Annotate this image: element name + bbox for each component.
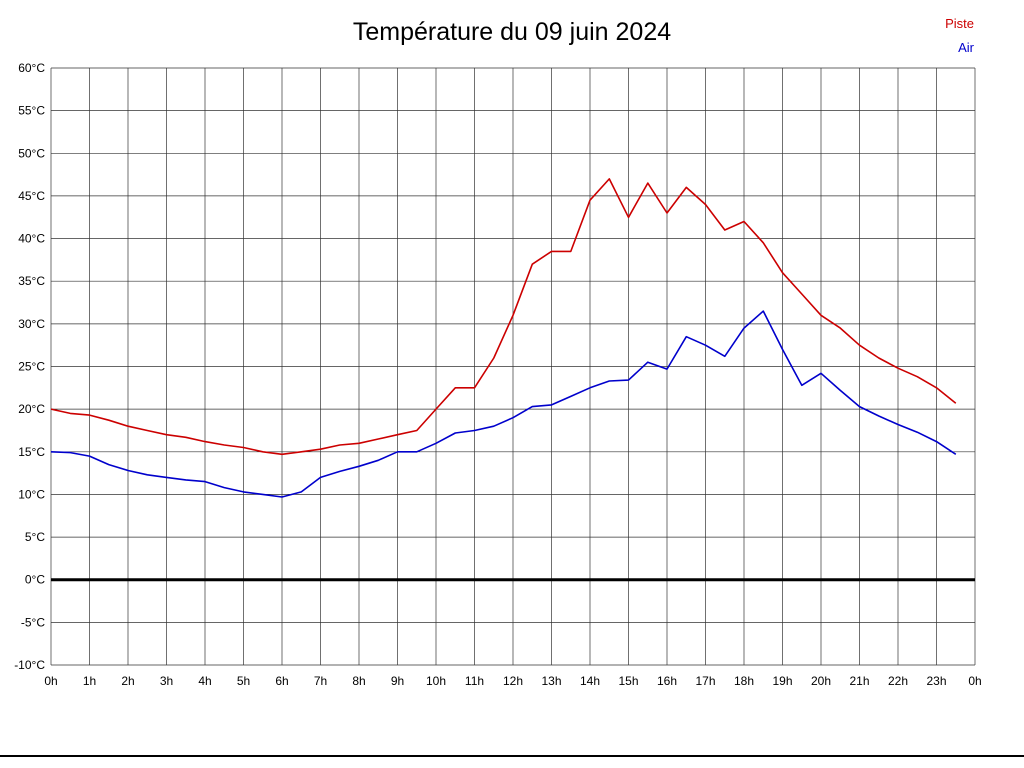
svg-text:4h: 4h [198, 674, 211, 688]
svg-text:55°C: 55°C [18, 104, 45, 118]
svg-text:5°C: 5°C [25, 530, 45, 544]
grid [50, 67, 976, 666]
x-tick-labels: 0h 1h 2h 3h 4h 5h 6h 7h 8h 9h 10h 11h 12h 13h 14h 15h 16… [44, 674, 981, 688]
y-tick-labels: 60°C 55°C 50°C 45°C 40°C 35°C 30°C 25°C 20°C 15°C… [14, 61, 45, 672]
svg-text:0°C: 0°C [25, 573, 45, 587]
svg-text:9h: 9h [391, 674, 404, 688]
series-piste-line [50, 178, 957, 456]
svg-text:12h: 12h [503, 674, 523, 688]
svg-text:0h: 0h [44, 674, 57, 688]
legend-item-air: Air [958, 40, 974, 55]
svg-text:2h: 2h [121, 674, 134, 688]
svg-text:18h: 18h [734, 674, 754, 688]
svg-text:60°C: 60°C [18, 61, 45, 75]
svg-text:25°C: 25°C [18, 360, 45, 374]
chart-legend: Piste Air [945, 12, 974, 60]
svg-text:50°C: 50°C [18, 146, 45, 160]
svg-text:6h: 6h [275, 674, 288, 688]
svg-text:8h: 8h [352, 674, 365, 688]
svg-text:7h: 7h [314, 674, 327, 688]
svg-text:10h: 10h [426, 674, 446, 688]
svg-text:10°C: 10°C [18, 487, 45, 501]
svg-text:19h: 19h [772, 674, 792, 688]
svg-text:45°C: 45°C [18, 189, 45, 203]
svg-text:23h: 23h [926, 674, 946, 688]
svg-text:5h: 5h [237, 674, 250, 688]
series-air-line [50, 310, 957, 498]
svg-text:3h: 3h [160, 674, 173, 688]
svg-text:16h: 16h [657, 674, 677, 688]
svg-text:-5°C: -5°C [21, 615, 45, 629]
svg-text:30°C: 30°C [18, 317, 45, 331]
svg-text:21h: 21h [849, 674, 869, 688]
svg-text:0h: 0h [968, 674, 981, 688]
svg-text:40°C: 40°C [18, 232, 45, 246]
svg-text:20h: 20h [811, 674, 831, 688]
svg-text:20°C: 20°C [18, 402, 45, 416]
chart-title: Température du 09 juin 2024 [352, 18, 672, 46]
svg-text:11h: 11h [465, 674, 484, 688]
svg-text:22h: 22h [888, 674, 908, 688]
svg-text:17h: 17h [695, 674, 715, 688]
svg-text:13h: 13h [541, 674, 561, 688]
svg-text:35°C: 35°C [18, 274, 45, 288]
svg-text:15h: 15h [618, 674, 638, 688]
legend-item-piste: Piste [945, 16, 974, 31]
svg-text:-10°C: -10°C [14, 658, 45, 672]
svg-text:15°C: 15°C [18, 445, 45, 459]
svg-text:1h: 1h [83, 674, 96, 688]
svg-text:14h: 14h [580, 674, 600, 688]
